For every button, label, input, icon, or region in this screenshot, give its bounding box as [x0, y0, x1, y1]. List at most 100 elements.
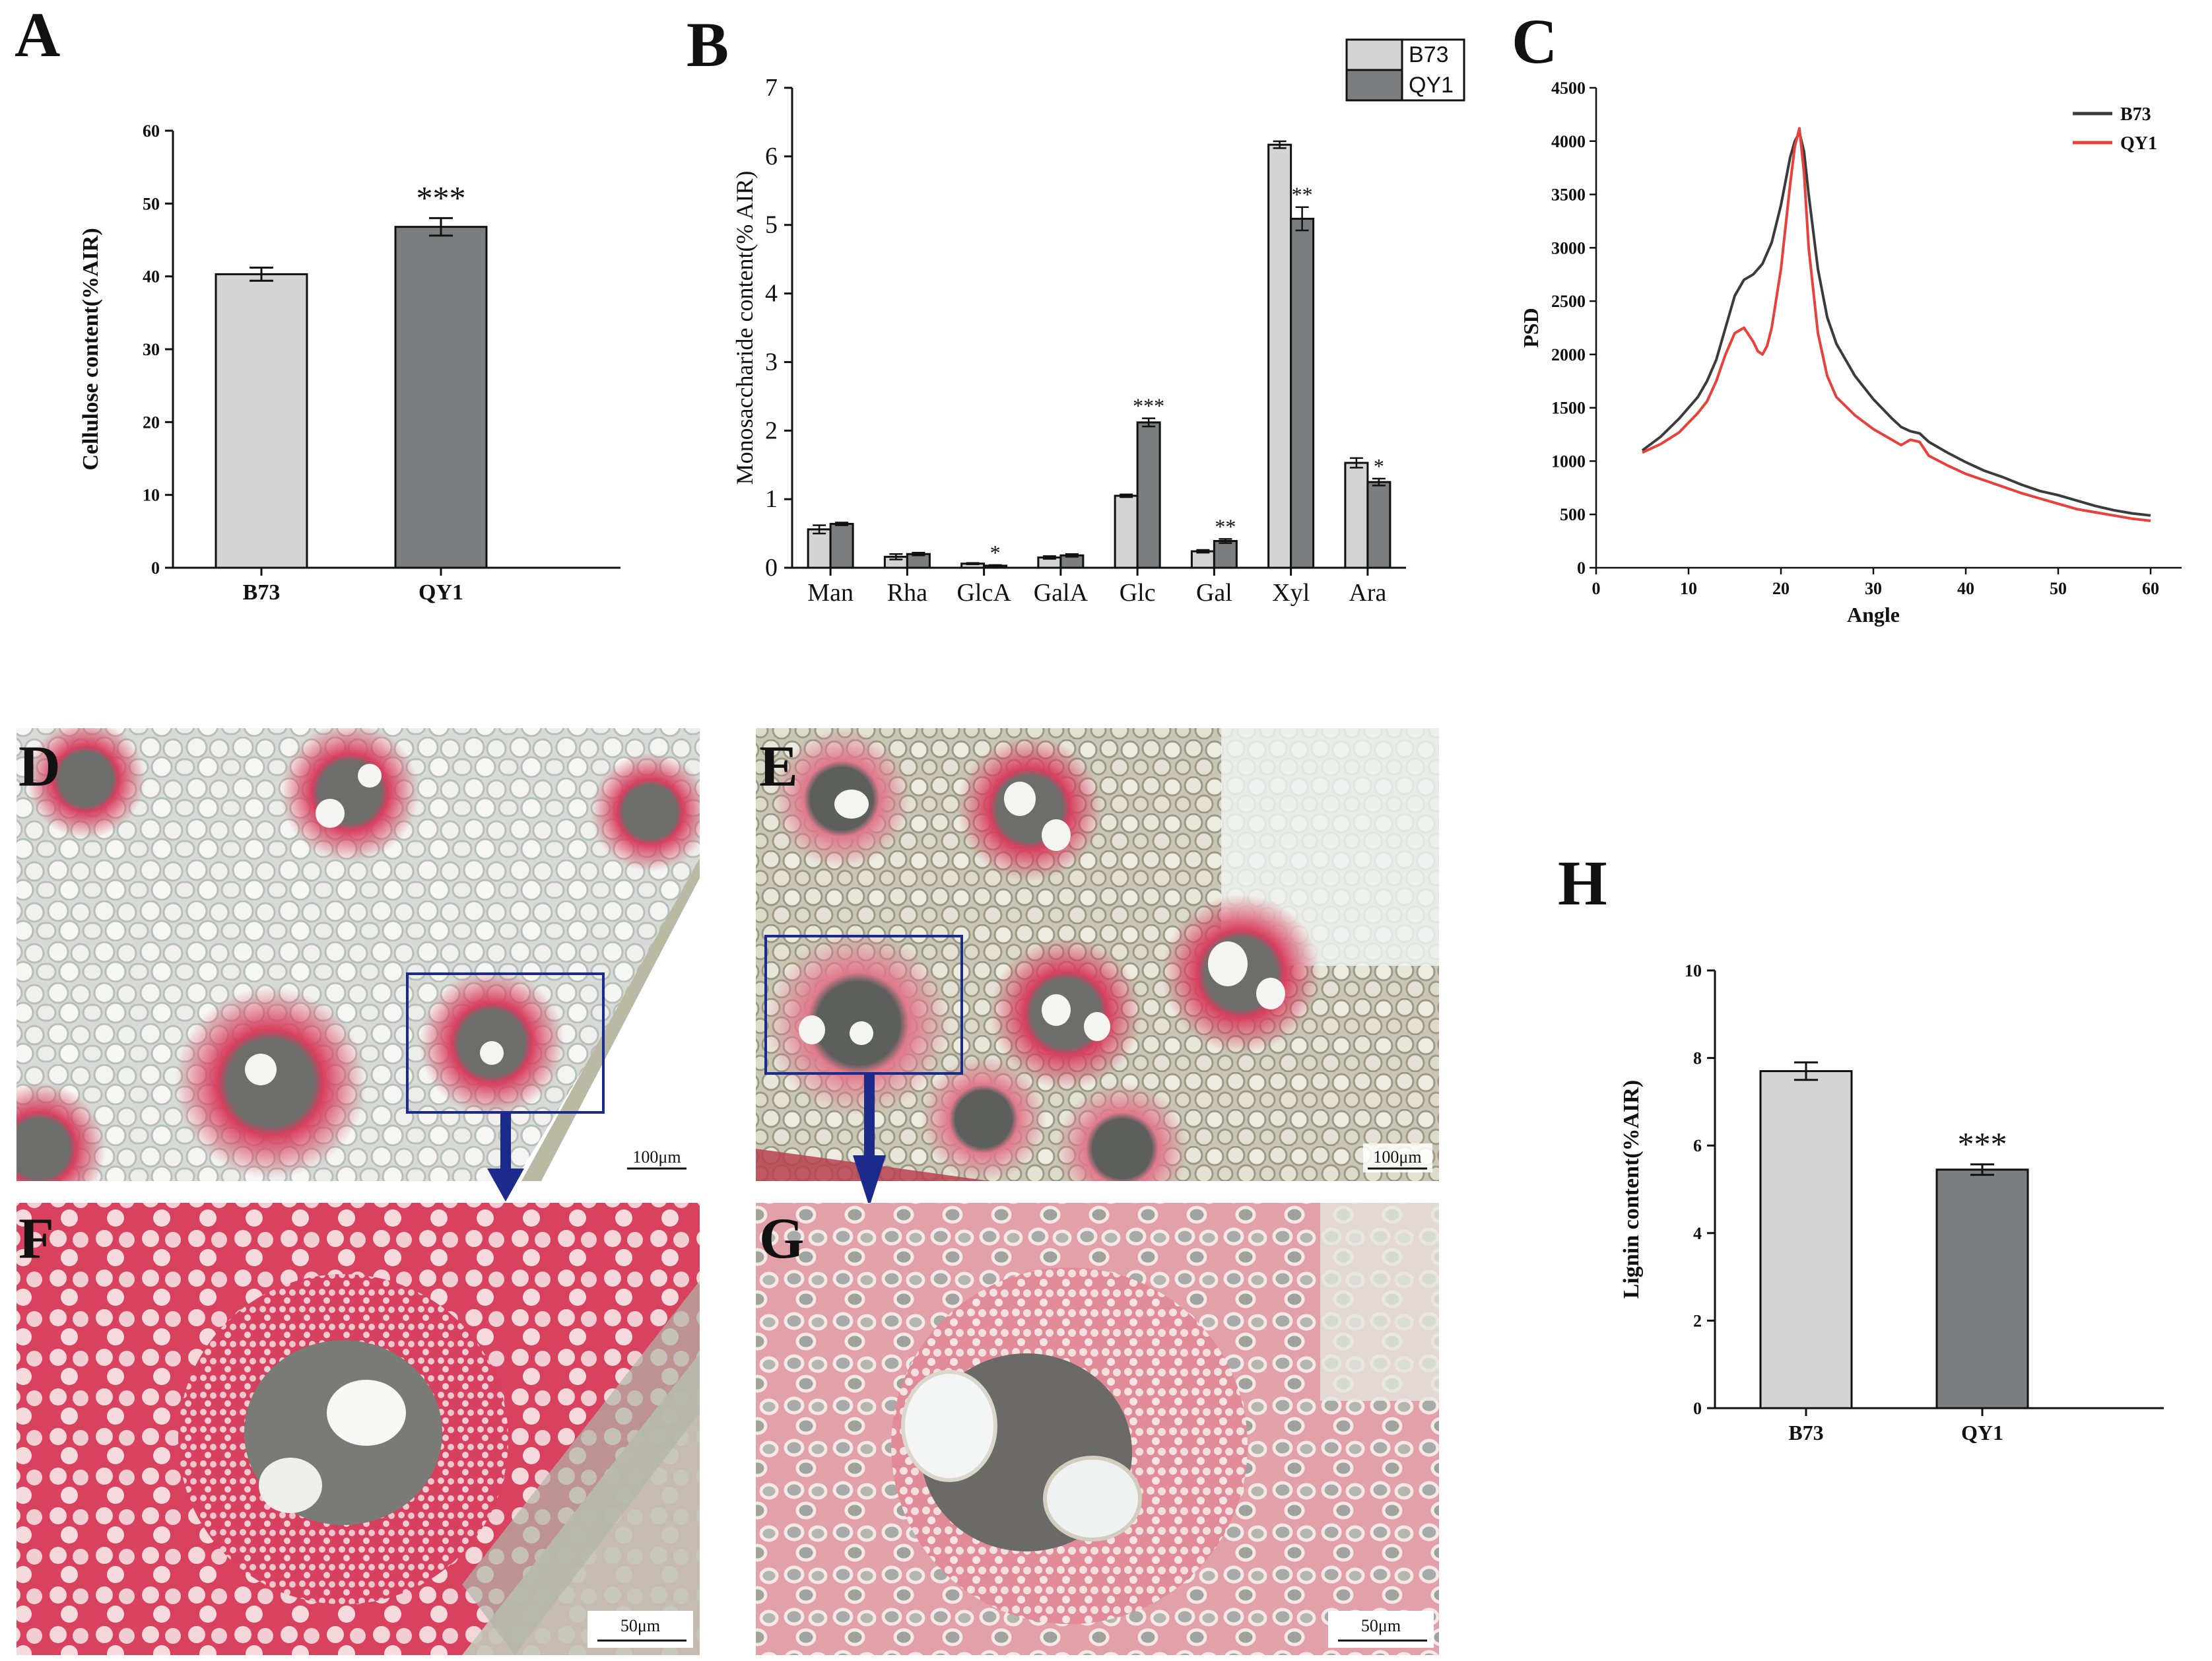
bar-b73-ara	[1344, 461, 1369, 569]
panel-label-e: E	[759, 735, 798, 799]
y-tick-label: 4000	[1551, 132, 1586, 151]
x-tick-label: 40	[1957, 579, 1974, 598]
y-tick-label: 0	[1577, 559, 1586, 578]
series-line-b73	[1641, 131, 2151, 517]
scale-label-f: 50μm	[620, 1616, 660, 1635]
y-tick-label: 4	[1693, 1224, 1702, 1243]
x-tick-label: Ara	[1349, 579, 1386, 607]
significance-label: *	[1374, 454, 1384, 478]
y-tick-label: 40	[143, 267, 160, 287]
y-tick-label: 0	[1693, 1399, 1702, 1418]
micrograph-d	[17, 728, 700, 1181]
significance-label: ***	[417, 179, 466, 216]
x-tick-label: QY1	[419, 580, 463, 605]
series-line-qy1	[1642, 127, 2151, 522]
panel-label-h: H	[1558, 848, 1607, 918]
scale-label-e: 100μm	[1373, 1147, 1421, 1167]
panel-label-b: B	[687, 9, 729, 80]
x-tick-label: 30	[1865, 579, 1882, 598]
bar-qy1-glc	[1136, 421, 1161, 569]
y-axis-label: Cellulose content(%AIR)	[79, 228, 103, 470]
x-tick-label: QY1	[1961, 1421, 2003, 1444]
micrograph-g	[756, 1203, 1439, 1655]
chart-b-monosaccharide: 0 1 2 3 4 5 6 7 Man Rha GlcA * GalA Glc *** Gal ** Xyl ** A…	[731, 38, 1465, 607]
y-tick-label: 50	[143, 194, 160, 213]
zoom-box-e	[764, 935, 963, 1075]
y-tick-label: 0	[151, 559, 160, 578]
x-tick-label: B73	[1788, 1421, 1823, 1444]
bar-b73-glc	[1114, 494, 1139, 569]
y-tick-label: 30	[143, 340, 160, 359]
legend-label-b73: B73	[1409, 42, 1449, 67]
chart-a-cellulose: 0 10 20 30 40 50 60 B73 QY1 *** Cellulose content(…	[79, 121, 620, 605]
y-axis-label: Lignin content(%AIR)	[1619, 1080, 1644, 1299]
y-tick-label: 4500	[1551, 79, 1586, 98]
x-tick-label: Rha	[887, 579, 927, 607]
legend-label-qy1: QY1	[2120, 133, 2157, 154]
bar-b73	[215, 273, 308, 569]
y-tick-label: 500	[1560, 505, 1586, 524]
y-tick-label: 4	[765, 280, 778, 308]
significance-label: **	[1215, 514, 1236, 538]
panel-label-c: C	[1512, 6, 1557, 77]
x-tick-label: 0	[1592, 579, 1601, 598]
y-tick-label: 1500	[1551, 399, 1586, 418]
panel-label-a: A	[15, 0, 60, 70]
scale-label-d: 100μm	[632, 1147, 681, 1167]
significance-label: ***	[1958, 1126, 2007, 1163]
x-tick-label: Gal	[1196, 579, 1232, 607]
y-tick-label: 7	[765, 74, 778, 102]
y-tick-label: 1000	[1551, 452, 1586, 471]
y-axis-label: PSD	[1519, 308, 1543, 347]
x-tick-label: 50	[2050, 579, 2067, 598]
bar-b73-man	[807, 528, 832, 569]
x-axis-label: Angle	[1847, 603, 1900, 627]
y-tick-label: 1	[765, 485, 778, 513]
panel-label-g: G	[759, 1207, 804, 1271]
y-tick-label: 60	[143, 121, 160, 141]
legend-swatch-b73	[1345, 38, 1403, 71]
y-tick-label: 3500	[1551, 186, 1586, 205]
x-tick-label: 10	[1680, 579, 1697, 598]
bar-qy1-man	[829, 523, 854, 569]
bar-qy1-ara	[1366, 481, 1391, 569]
x-tick-label: GlcA	[956, 579, 1011, 607]
y-tick-label: 10	[143, 486, 160, 505]
chart-c-xrd: 0 500 1000 1500 2000 2500 3000 3500 4000 4500 0 10 2…	[1519, 79, 2182, 627]
y-tick-label: 10	[1685, 961, 1702, 980]
micrograph-e	[756, 728, 1439, 1181]
x-tick-label: 60	[2142, 579, 2159, 598]
x-tick-label: Xyl	[1272, 579, 1310, 607]
x-tick-label: 20	[1772, 579, 1790, 598]
bar-qy1-xyl	[1290, 217, 1315, 569]
y-tick-label: 2	[1693, 1311, 1702, 1330]
y-axis-label: Monosaccharide content(% AIR)	[731, 171, 758, 485]
panel-label-f: F	[18, 1207, 54, 1271]
zoom-arrow-e	[853, 1073, 886, 1207]
y-tick-label: 6	[1693, 1136, 1702, 1155]
y-tick-label: 2500	[1551, 292, 1586, 311]
micrograph-f	[17, 1203, 700, 1655]
legend-swatch-qy1	[1345, 69, 1403, 102]
y-tick-label: 3000	[1551, 238, 1586, 257]
chart-h-lignin: 0 2 4 6 8 10 B73 QY1 *** Lignin content(%AIR)	[1619, 961, 2164, 1444]
y-tick-label: 3	[765, 348, 778, 376]
bar-b73	[1759, 1069, 1853, 1409]
y-tick-label: 20	[143, 413, 160, 432]
y-tick-label: 2	[765, 417, 778, 444]
y-tick-label: 6	[765, 143, 778, 170]
bar-qy1-gal	[1213, 539, 1238, 569]
significance-label: **	[1292, 183, 1313, 207]
bar-qy1	[394, 226, 488, 569]
y-tick-label: 2000	[1551, 345, 1586, 364]
legend-label-qy1: QY1	[1409, 73, 1454, 98]
bar-b73-xyl	[1267, 143, 1292, 569]
x-tick-label: Man	[807, 579, 854, 607]
x-tick-label: Glc	[1120, 579, 1156, 607]
x-tick-label: GalA	[1034, 579, 1089, 607]
bar-b73-gal	[1190, 550, 1215, 569]
significance-label: *	[990, 541, 1001, 564]
x-tick-label: B73	[243, 580, 281, 605]
panel-label-d: D	[18, 735, 61, 799]
